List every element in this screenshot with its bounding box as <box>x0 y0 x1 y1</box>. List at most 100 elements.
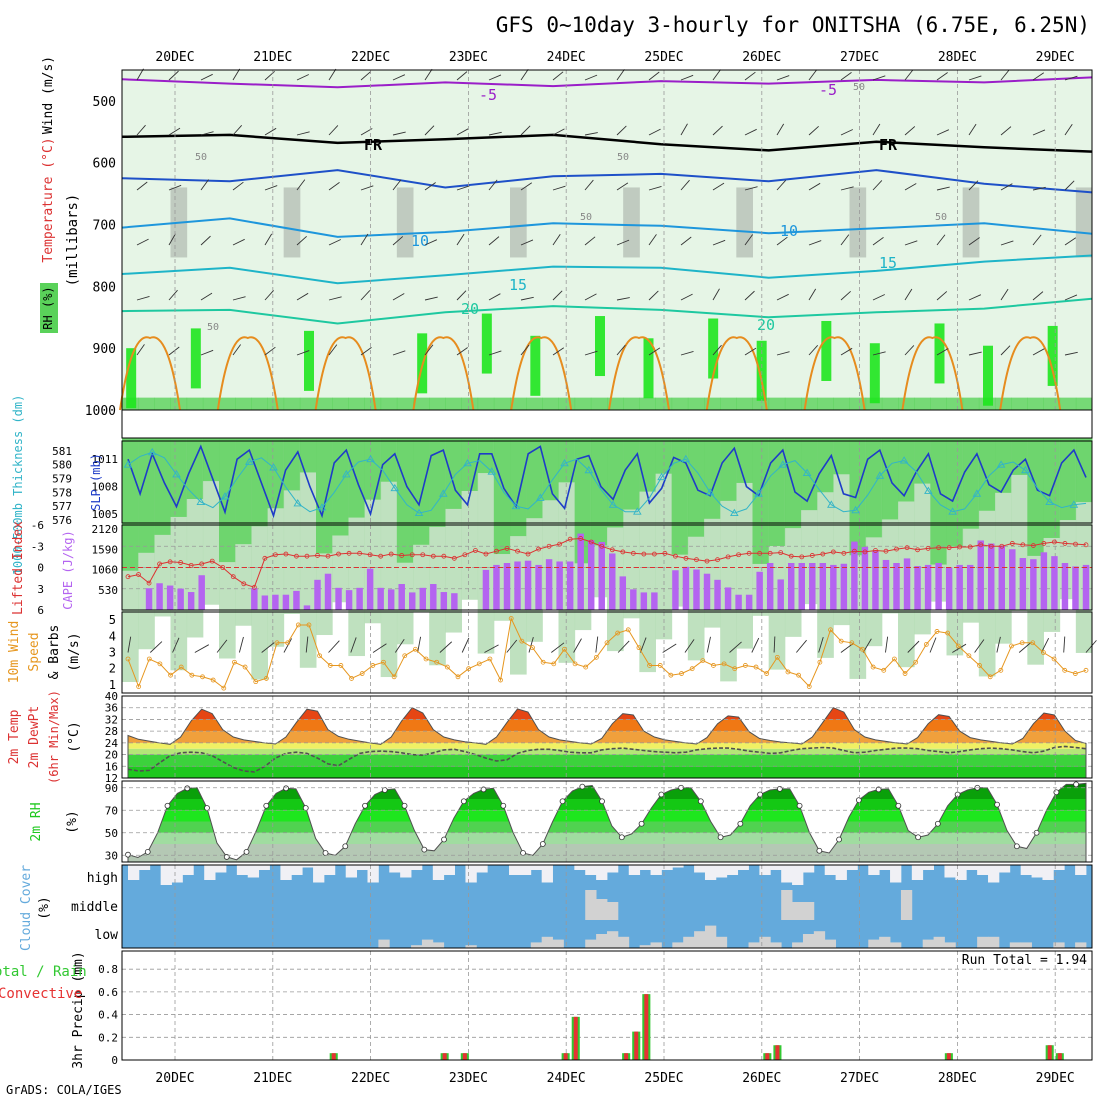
wind-barb <box>885 636 889 653</box>
thickness-marker <box>269 463 278 471</box>
rh-band-saturated <box>983 345 993 406</box>
upper-wind-barb <box>904 183 917 191</box>
cape-bar <box>809 563 816 610</box>
cape-bar <box>924 564 932 610</box>
cape-bar <box>998 545 1006 610</box>
rh-marker <box>638 820 645 827</box>
cape-bar <box>651 592 658 610</box>
wind-barb <box>194 644 210 653</box>
upper-wind-barb <box>744 186 758 191</box>
cloud-tick-label: high <box>87 871 118 886</box>
precip-conv-bar <box>462 1053 467 1060</box>
wind-marker <box>700 658 706 663</box>
temp-axis-label-4: (°C) <box>67 721 82 752</box>
upper-wind-barb <box>1000 183 1013 191</box>
cloud-high-clear <box>138 865 151 870</box>
temp-band <box>128 766 1086 778</box>
pressure-axis-label: (millibars) <box>65 194 81 287</box>
cape-bar <box>1082 564 1090 610</box>
upper-wind-barb <box>392 179 402 191</box>
wind-marker <box>391 674 397 680</box>
temp-axis-label-2: 2m DewPt <box>27 706 42 769</box>
precip-conv-bar <box>644 994 649 1060</box>
upper-wind-barb <box>680 350 694 356</box>
cloud-high-clear <box>998 865 1011 873</box>
cloud-high-clear <box>1042 865 1054 880</box>
upper-wind-barb <box>840 234 850 246</box>
cape-bar <box>282 594 290 610</box>
rh-band-saturated <box>530 335 541 396</box>
upper-wind-barb <box>136 124 146 136</box>
cape-bar <box>577 533 584 610</box>
temp-tick-label: 40 <box>105 690 118 703</box>
upper-wind-barb <box>296 292 309 301</box>
cape-bar <box>861 546 869 610</box>
cape-bar <box>735 594 742 610</box>
cloud-low-bar <box>672 942 684 948</box>
isotherm-label: FR <box>879 136 898 154</box>
cloud-low-bar <box>922 939 934 948</box>
wind-barb <box>1063 636 1066 653</box>
thickness-tick-label: 579 <box>52 473 72 486</box>
wind-marker <box>796 672 801 678</box>
li-marker <box>494 548 499 554</box>
cloud-high-clear <box>1075 865 1087 875</box>
wind-marker <box>987 674 993 680</box>
cloud-high-clear <box>628 865 641 875</box>
cloud-low-bar <box>977 936 989 948</box>
upper-wind-barb <box>520 296 534 301</box>
upper-wind-barb <box>1064 237 1077 246</box>
lifted-index-line <box>127 537 1087 588</box>
wind-marker <box>860 646 865 652</box>
upper-wind-barb <box>232 68 241 81</box>
wind-marker <box>370 663 376 668</box>
precip-legend-total: otal / Rain <box>0 964 87 980</box>
cloud-high-clear <box>737 865 749 870</box>
precip-tick-label: 0.4 <box>98 1009 118 1022</box>
cloud-high-clear <box>443 865 455 875</box>
cloud-low-bar <box>607 931 619 948</box>
cloud-high-clear <box>802 865 815 873</box>
upper-wind-barb <box>360 71 372 81</box>
cloud-high-clear <box>367 865 379 883</box>
precip-tick-label: 0.8 <box>98 963 118 976</box>
rh-marker <box>658 791 665 798</box>
upper-wind-barb <box>488 74 502 81</box>
cloud-low-bar <box>868 939 880 948</box>
cape-bar <box>609 553 616 610</box>
upper-wind-barb <box>424 182 436 191</box>
pressure-tick-label: 600 <box>93 157 116 172</box>
upper-wind-barb <box>136 238 149 246</box>
wind-barb <box>417 636 422 653</box>
cape-bar <box>966 564 974 610</box>
rh-marker <box>757 791 763 798</box>
upper-wind-barb <box>200 131 214 136</box>
upper-wind-barb <box>1064 351 1078 356</box>
day-label-bottom: 28DEC <box>938 1071 977 1086</box>
cloud-high-clear <box>1053 865 1065 870</box>
thickness-marker <box>1021 465 1030 474</box>
cape-bar <box>851 541 858 610</box>
upper-wind-barb <box>168 184 182 191</box>
upper-wind-barb <box>904 126 916 136</box>
upper-wind-barb <box>552 71 564 81</box>
upper-wind-barb <box>360 346 372 356</box>
thickness-marker <box>827 500 836 508</box>
slp-tick-label: 1008 <box>92 481 119 494</box>
day-label-top: 20DEC <box>155 50 194 65</box>
thickness-marker <box>657 472 666 481</box>
rh-marker <box>144 848 151 855</box>
wind-marker <box>998 667 1004 673</box>
upper-wind-barb <box>584 179 594 191</box>
rh-marker <box>302 805 309 811</box>
temp-tick-label: 32 <box>105 713 118 726</box>
day-label-top: 24DEC <box>547 50 586 65</box>
upper-wind-barb <box>328 125 339 136</box>
thickness-marker <box>608 500 618 508</box>
wind-marker <box>381 659 386 665</box>
upper-wind-barb <box>872 180 883 191</box>
temp-fill-group <box>128 707 1086 778</box>
upper-wind-barb <box>552 290 563 301</box>
upper-wind-barb <box>680 123 688 136</box>
